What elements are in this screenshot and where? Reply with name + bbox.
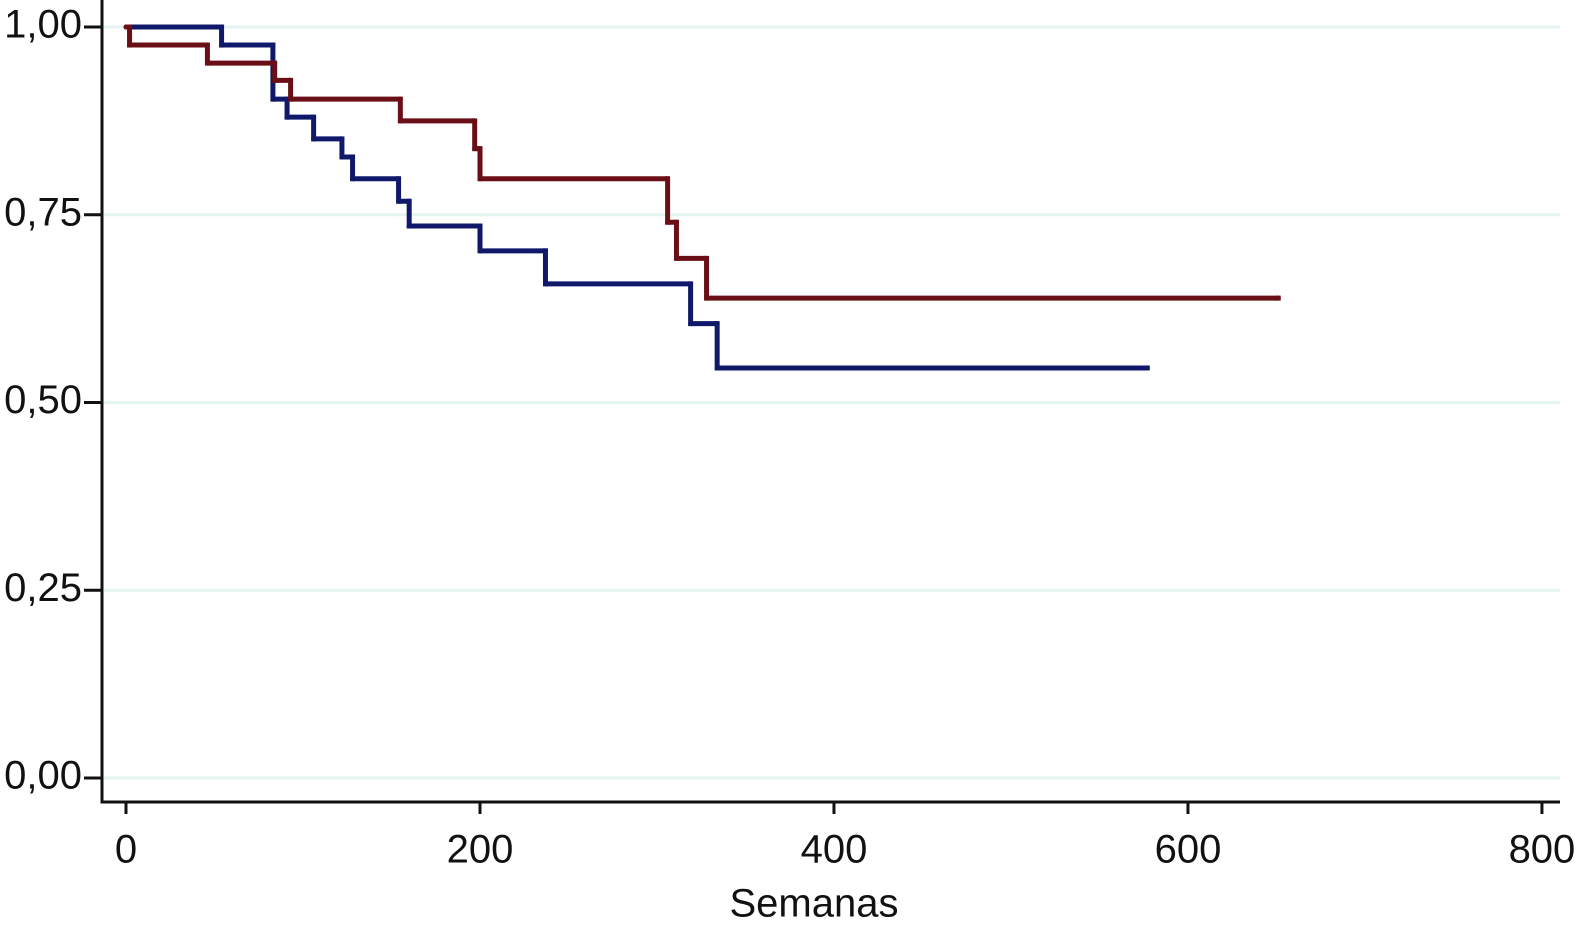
x-tick-label: 600 bbox=[1155, 828, 1222, 872]
y-tick-label: 0,00 bbox=[4, 754, 82, 798]
y-tick-label: 0,75 bbox=[4, 190, 82, 234]
x-tick-label: 0 bbox=[115, 828, 137, 872]
x-tick-label: 200 bbox=[447, 828, 514, 872]
x-axis-label: Semanas bbox=[730, 882, 899, 926]
x-tick-label: 400 bbox=[801, 828, 868, 872]
y-tick-label: 1,00 bbox=[4, 3, 82, 47]
y-tick-label: 0,50 bbox=[4, 378, 82, 422]
y-tick-label: 0,25 bbox=[4, 566, 82, 610]
x-tick-label: 800 bbox=[1509, 828, 1576, 872]
